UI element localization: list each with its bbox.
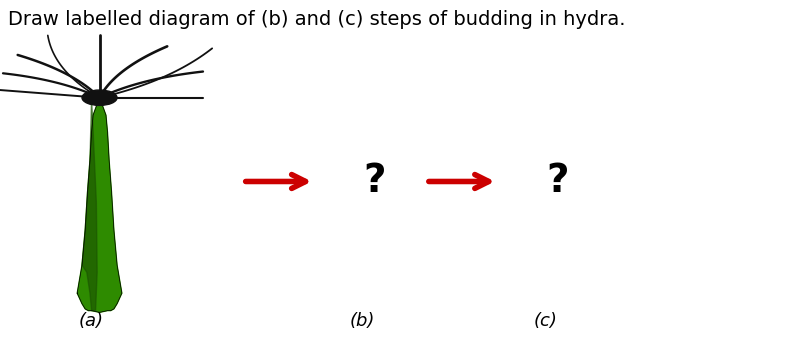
Text: Draw labelled diagram of (b) and (c) steps of budding in hydra.: Draw labelled diagram of (b) and (c) ste… (8, 10, 626, 29)
Text: (a): (a) (79, 312, 104, 330)
Circle shape (82, 90, 117, 105)
Polygon shape (82, 98, 97, 311)
Text: (c): (c) (534, 312, 558, 330)
Text: (b): (b) (350, 312, 375, 330)
Polygon shape (78, 98, 122, 312)
Text: ?: ? (363, 163, 386, 200)
Text: ?: ? (546, 163, 569, 200)
